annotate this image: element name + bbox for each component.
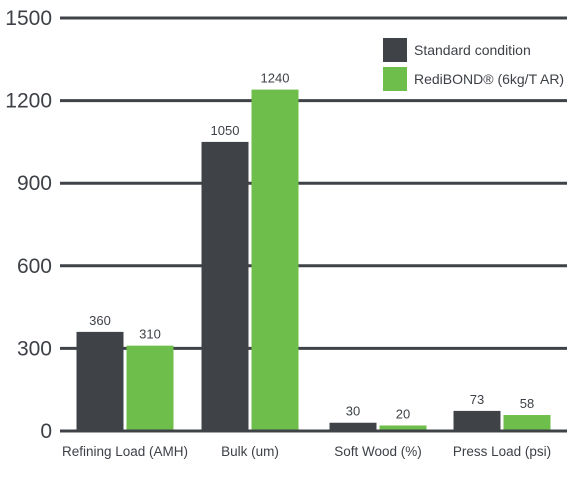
y-tick-label: 600 [17, 255, 52, 278]
bar-redibond-2 [379, 425, 427, 430]
bar-redibond-3 [503, 415, 551, 430]
legend: Standard condition RediBOND® (6kg/T AR) [383, 38, 564, 91]
bar-standard-3 [453, 410, 501, 430]
data-label: 360 [89, 313, 111, 328]
x-category-label: Bulk (um) [221, 444, 279, 459]
data-label: 310 [139, 327, 161, 342]
y-tick-label: 1200 [5, 90, 52, 113]
x-axis-category-labels: Refining Load (AMH) Bulk (um) Soft Wood (%… [62, 444, 551, 459]
data-labels: 360 310 1050 1240 30 20 73 58 [89, 71, 534, 422]
data-label: 1240 [261, 71, 290, 86]
y-tick-label: 1500 [5, 7, 52, 30]
y-tick-label: 300 [17, 337, 52, 360]
legend-swatch [383, 38, 407, 62]
bar-standard-2 [329, 422, 377, 430]
bar-standard-1 [201, 141, 249, 430]
legend-label: Standard condition [414, 42, 531, 58]
x-category-label: Soft Wood (%) [334, 444, 422, 459]
bar-standard-0 [76, 331, 124, 430]
x-category-label: Press Load (psi) [453, 444, 551, 459]
data-label: 30 [346, 404, 360, 419]
bar-redibond-1 [251, 89, 299, 430]
data-label: 58 [520, 396, 534, 411]
y-tick-label: 0 [40, 420, 52, 443]
data-label: 20 [396, 406, 410, 421]
y-axis-tick-labels: 0 300 600 900 1200 1500 [5, 7, 52, 443]
bars [76, 89, 551, 430]
legend-label: RediBOND® (6kg/T AR) [414, 71, 564, 87]
data-label: 73 [470, 392, 484, 407]
legend-swatch [383, 67, 407, 91]
data-label: 1050 [211, 123, 240, 138]
y-tick-label: 900 [17, 172, 52, 195]
bar-redibond-0 [126, 345, 174, 430]
x-category-label: Refining Load (AMH) [62, 444, 188, 459]
